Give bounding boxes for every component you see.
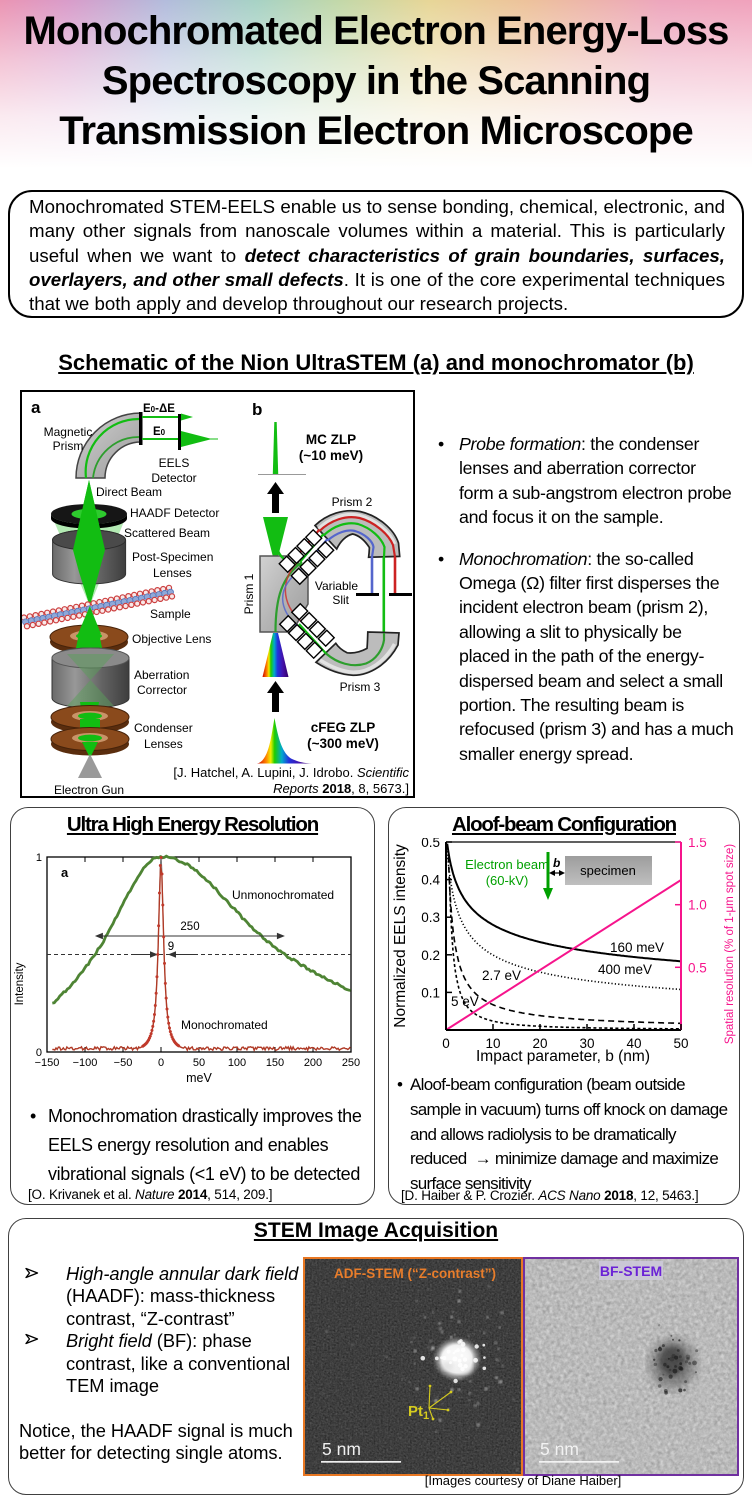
svg-text:50: 50 [673,1036,688,1051]
svg-text:Normalized EELS intensity: Normalized EELS intensity [392,844,409,1028]
svg-text:20: 20 [532,1036,547,1051]
svg-text:200: 200 [304,1057,322,1069]
svg-text:Spatial resolution (% of 1-μm: Spatial resolution (% of 1-μm spot size) [724,844,736,1044]
svg-text:EELS: EELS [159,456,190,470]
svg-text:Electron Gun: Electron Gun [54,783,124,796]
svg-text:−50: −50 [114,1057,133,1069]
svg-text:40: 40 [626,1036,641,1051]
svg-text:Direct Beam: Direct Beam [96,485,162,499]
svg-text:MC ZLP: MC ZLP [306,432,356,447]
svg-text:Lenses: Lenses [144,737,183,751]
svg-text:400 meV: 400 meV [598,962,652,977]
svg-text:(~300 meV): (~300 meV) [307,736,379,751]
svg-text:HAADF Detector: HAADF Detector [130,506,219,520]
svg-text:[J. Hatchel, A. Lupini, J. Idr: [J. Hatchel, A. Lupini, J. Idrobo. Scien… [173,765,409,796]
svg-text:Scattered Beam: Scattered Beam [124,526,210,540]
svg-text:Prism 3: Prism 3 [340,680,381,694]
svg-text:0: 0 [36,1047,42,1059]
svg-text:160 meV: 160 meV [610,940,664,955]
svg-text:5 eV: 5 eV [451,994,479,1009]
svg-text:Variable: Variable [315,579,358,593]
svg-text:250: 250 [180,921,199,933]
svg-text:b: b [553,856,560,870]
svg-text:10: 10 [485,1036,500,1051]
svg-text:cFEG ZLP: cFEG ZLP [311,720,376,735]
svg-text:Sample: Sample [150,607,191,621]
svg-text:Magnetic: Magnetic [44,425,93,439]
svg-text:Prism 1: Prism 1 [242,573,256,614]
svg-text:1.5: 1.5 [688,838,707,850]
svg-text:Monochromated: Monochromated [181,1018,268,1032]
svg-text:30: 30 [579,1036,594,1051]
svg-text:250: 250 [342,1057,360,1069]
svg-text:b: b [252,400,262,419]
svg-text:a: a [61,865,69,880]
svg-text:Prism 2: Prism 2 [332,495,373,509]
svg-text:Post-Specimen: Post-Specimen [132,550,213,564]
svg-text:ADF-STEM (“Z-contrast”): ADF-STEM (“Z-contrast”) [334,1266,496,1281]
svg-text:BF-STEM: BF-STEM [600,1263,662,1279]
svg-text:Lenses: Lenses [153,566,192,580]
svg-text:(60-kV): (60-kV) [486,873,529,888]
svg-text:−150: −150 [35,1057,60,1069]
svg-text:0.1: 0.1 [421,985,440,1000]
svg-text:Aberration: Aberration [134,668,189,682]
svg-text:Prism: Prism [53,439,84,453]
svg-text:Intensity: Intensity [14,962,26,1005]
svg-text:meV: meV [186,1071,212,1085]
svg-text:specimen: specimen [580,863,636,878]
svg-text:150: 150 [266,1057,284,1069]
svg-text:Corrector: Corrector [137,683,187,697]
svg-text:0: 0 [158,1057,164,1069]
svg-text:Detector: Detector [151,471,196,485]
svg-text:100: 100 [228,1057,246,1069]
svg-text:E0-ΔE: E0-ΔE [143,403,175,415]
svg-text:(~10 meV): (~10 meV) [299,448,363,463]
svg-text:a: a [31,398,41,417]
svg-text:0.5: 0.5 [421,838,440,850]
svg-text:−100: −100 [73,1057,98,1069]
svg-text:0.2: 0.2 [421,948,440,963]
svg-text:1.0: 1.0 [688,898,707,913]
svg-text:Impact parameter, b (nm): Impact parameter, b (nm) [476,1048,650,1065]
svg-text:0.3: 0.3 [421,910,440,925]
svg-text:E0: E0 [153,426,166,438]
svg-text:Slit: Slit [332,593,349,607]
svg-text:5 nm: 5 nm [322,1439,361,1459]
svg-text:5 nm: 5 nm [540,1439,579,1459]
svg-text:1: 1 [36,852,42,864]
svg-text:50: 50 [193,1057,205,1069]
svg-text:0.5: 0.5 [688,960,707,975]
svg-text:2.7 eV: 2.7 eV [482,968,521,983]
svg-text:9: 9 [168,941,174,953]
svg-text:0: 0 [442,1036,450,1051]
svg-text:0.4: 0.4 [421,873,440,888]
svg-text:Electron beam: Electron beam [465,857,549,872]
svg-text:Unmonochromated: Unmonochromated [232,888,334,902]
svg-text:Objective Lens: Objective Lens [132,632,211,646]
svg-text:Condenser: Condenser [134,721,193,735]
